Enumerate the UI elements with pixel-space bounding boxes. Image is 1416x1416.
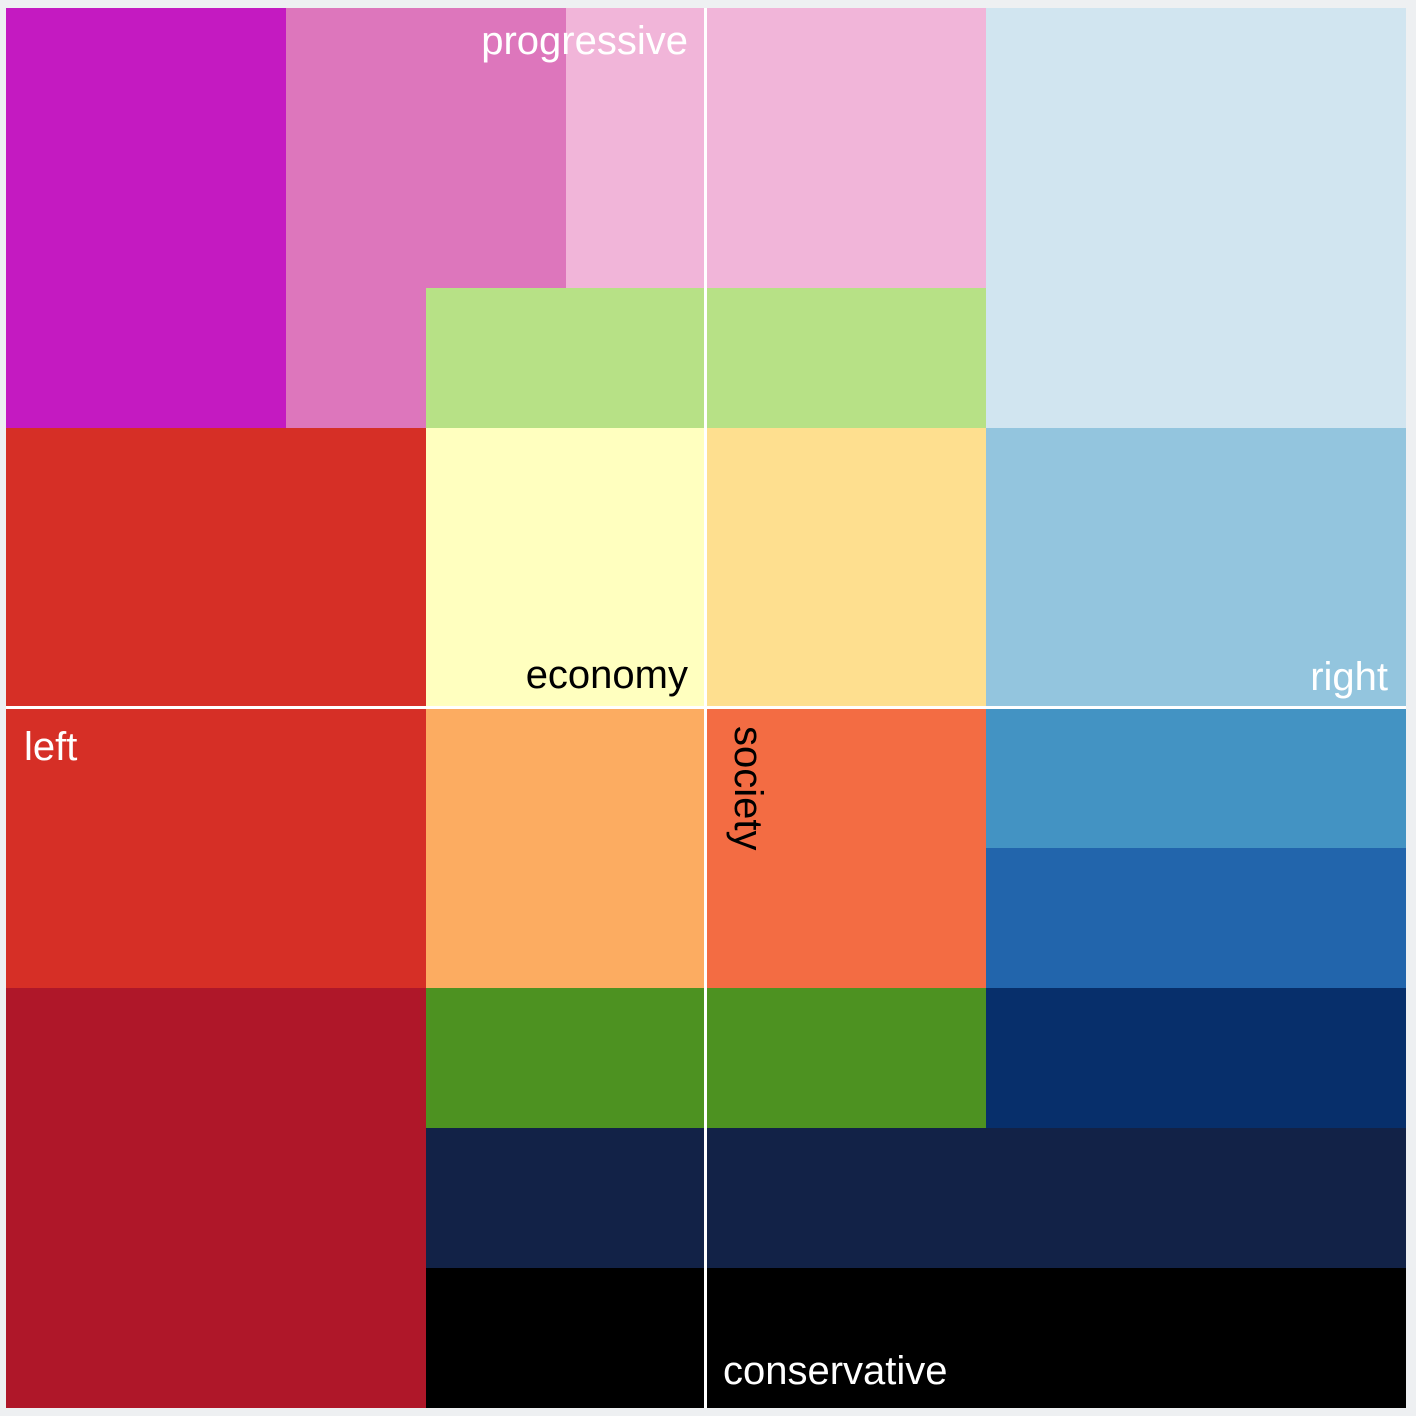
label-right: right xyxy=(1310,655,1388,699)
region-light-pink-right xyxy=(706,8,986,288)
region-light-orange xyxy=(706,428,986,708)
region-midnight-left xyxy=(426,1128,706,1268)
region-black-right xyxy=(706,1268,1406,1408)
region-light-blue xyxy=(986,8,1406,428)
region-crimson xyxy=(6,988,426,1408)
region-pale-yellow xyxy=(426,428,706,708)
label-economy: economy xyxy=(525,653,688,697)
label-left: left xyxy=(24,725,78,769)
region-midnight-right xyxy=(706,1128,1406,1268)
political-map: progressive economy right left society c… xyxy=(6,8,1406,1408)
vertical-axis-line xyxy=(704,8,707,1408)
region-light-green-right xyxy=(706,288,986,428)
region-red-upper xyxy=(6,428,426,708)
region-light-green-left xyxy=(426,288,706,428)
region-sky-blue xyxy=(986,428,1406,708)
region-green-left xyxy=(426,988,706,1128)
label-progressive: progressive xyxy=(481,19,688,63)
region-orange xyxy=(426,708,706,988)
region-light-pink-left xyxy=(566,8,706,288)
region-red-orange xyxy=(706,708,986,988)
label-society: society xyxy=(726,726,770,851)
region-navy xyxy=(986,988,1406,1128)
label-conservative: conservative xyxy=(723,1349,948,1393)
region-black-left xyxy=(426,1268,706,1408)
region-steel-blue xyxy=(986,708,1406,848)
region-green-right xyxy=(706,988,986,1128)
region-red-lower xyxy=(6,708,426,988)
region-royal-blue xyxy=(986,848,1406,988)
region-magenta xyxy=(6,8,286,428)
